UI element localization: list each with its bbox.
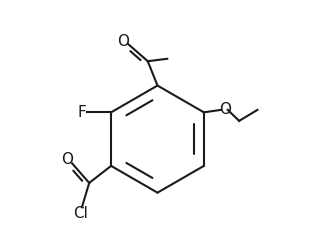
Text: Cl: Cl xyxy=(73,206,88,221)
Text: O: O xyxy=(117,34,129,49)
Text: O: O xyxy=(61,152,73,167)
Text: O: O xyxy=(219,102,231,117)
Text: F: F xyxy=(77,105,86,120)
